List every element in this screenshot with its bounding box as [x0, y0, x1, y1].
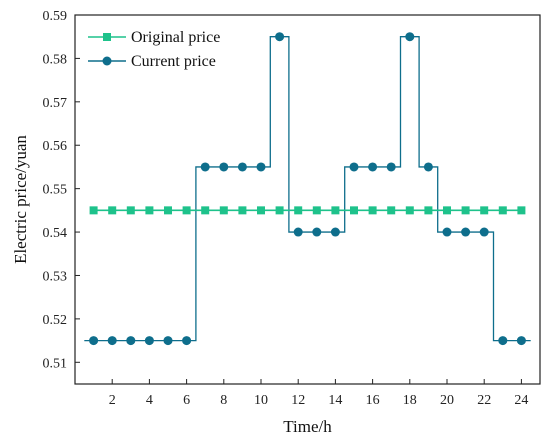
data-point: [126, 206, 135, 215]
data-point: [219, 206, 228, 215]
y-tick-label: 0.53: [43, 269, 68, 284]
series-step-line: [84, 36, 531, 342]
series-current-price: [89, 32, 526, 346]
legend-item: Original price: [88, 29, 220, 46]
x-tick-label: 4: [146, 393, 153, 408]
data-point: [238, 206, 247, 215]
x-tick-label: 20: [440, 393, 454, 408]
data-point: [405, 32, 415, 42]
data-point: [144, 336, 154, 346]
x-tick-label: 22: [477, 393, 491, 408]
data-point: [294, 206, 303, 215]
x-tick-label: 10: [254, 393, 268, 408]
data-point: [330, 227, 340, 237]
x-tick-label: 16: [366, 393, 380, 408]
data-point: [331, 206, 340, 215]
legend: Original price Current price: [88, 29, 220, 70]
x-axis-title: Time/h: [283, 417, 332, 436]
data-point: [182, 206, 191, 215]
y-axis-title: Electric price/yuan: [11, 135, 30, 264]
series-original-price: [89, 206, 526, 215]
data-point: [405, 206, 414, 215]
data-point: [182, 336, 192, 346]
legend-item: Current price: [88, 53, 216, 70]
data-point: [201, 206, 210, 215]
y-tick-label: 0.51: [43, 356, 68, 371]
data-point: [480, 206, 489, 215]
data-point: [200, 162, 210, 172]
data-point: [108, 206, 117, 215]
series-layer: [89, 32, 526, 346]
data-point: [145, 206, 154, 215]
data-point: [219, 162, 229, 172]
x-tick-label: 6: [183, 393, 190, 408]
data-point: [424, 206, 433, 215]
y-tick-label: 0.52: [43, 313, 68, 328]
x-tick-label: 8: [220, 393, 227, 408]
data-point: [349, 162, 359, 172]
y-tick-label: 0.58: [43, 52, 68, 67]
y-tick-label: 0.55: [43, 183, 68, 198]
data-point: [498, 206, 507, 215]
data-point: [275, 206, 284, 215]
data-point: [368, 162, 378, 172]
data-point: [368, 206, 377, 215]
data-point: [237, 162, 247, 172]
x-tick-label: 18: [403, 393, 417, 408]
plot-frame: [74, 14, 541, 385]
data-point: [498, 336, 508, 346]
x-tick-label: 24: [514, 393, 528, 408]
x-tick-label: 12: [291, 393, 305, 408]
data-point: [479, 227, 489, 237]
data-point: [312, 206, 321, 215]
legend-label: Original price: [131, 29, 220, 46]
data-point: [516, 336, 526, 346]
data-point: [126, 336, 136, 346]
axis-ticks: 2 4 6 8 10 12 14 16 18 20 22 240.510.520.530.540.55…: [43, 9, 529, 408]
data-point: [89, 206, 98, 215]
y-tick-label: 0.59: [43, 9, 68, 24]
x-tick-label: 14: [328, 393, 342, 408]
data-point: [163, 336, 173, 346]
x-tick-label: 2: [109, 393, 116, 408]
legend-marker: [103, 33, 111, 41]
data-point: [256, 162, 266, 172]
data-point: [107, 336, 117, 346]
legend-label: Current price: [131, 53, 216, 70]
step-connectors: [84, 36, 531, 342]
data-point: [461, 206, 470, 215]
data-point: [89, 336, 99, 346]
data-point: [442, 227, 452, 237]
data-point: [386, 162, 396, 172]
data-point: [312, 227, 322, 237]
data-point: [350, 206, 358, 215]
data-point: [387, 206, 396, 215]
legend-marker: [102, 56, 112, 66]
y-tick-label: 0.56: [43, 139, 68, 154]
data-point: [423, 162, 433, 172]
y-tick-label: 0.57: [43, 96, 68, 111]
data-point: [164, 206, 172, 215]
data-point: [443, 206, 451, 215]
data-point: [461, 227, 471, 237]
data-point: [275, 32, 285, 42]
data-point: [517, 206, 526, 215]
data-point: [293, 227, 303, 237]
data-point: [257, 206, 265, 215]
y-tick-label: 0.54: [43, 226, 68, 241]
